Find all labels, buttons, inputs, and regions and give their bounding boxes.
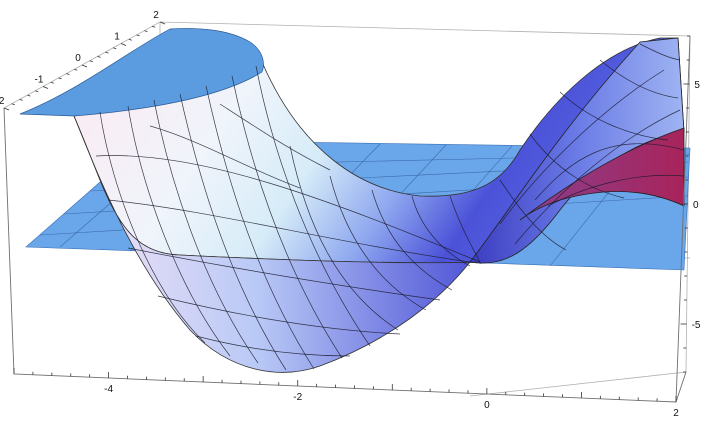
surface-fold (519, 127, 685, 221)
y-tick-mark (105, 51, 109, 54)
y-tick-mark (66, 73, 70, 75)
y-tick-mark (50, 81, 54, 84)
y-tick-label: 0 (75, 53, 81, 64)
y-tick-mark (159, 21, 166, 25)
y-tick-mark (74, 68, 78, 71)
y-tick-mark (58, 77, 62, 80)
y-tick-mark (81, 64, 88, 68)
z-axis-tick-labels: -5 0 5 (692, 80, 701, 331)
y-tick-label: 2 (153, 10, 159, 21)
y-tick-mark (3, 107, 10, 111)
y-tick-mark (136, 34, 140, 37)
y-tick-label: -1 (35, 75, 44, 86)
x-tick-label: 2 (673, 408, 679, 419)
y-tick-mark (11, 103, 15, 106)
z-tick-label: 0 (693, 200, 699, 211)
y-tick-mark (152, 25, 156, 28)
y-tick-mark (97, 56, 101, 58)
y-tick-mark (19, 99, 23, 101)
y-tick-mark (128, 38, 132, 41)
x-tick-label: 0 (484, 400, 490, 411)
y-tick-mark (144, 30, 148, 32)
z-tick-label: 5 (694, 80, 700, 91)
y-axis-tick-labels: -2 -1 0 1 2 (0, 10, 159, 107)
y-tick-mark (113, 47, 117, 50)
x-tick-label: -2 (293, 392, 302, 403)
x-axis-tick-labels: -4 -2 0 2 (104, 384, 679, 419)
z-tick-label: -5 (692, 320, 701, 331)
z-axis-ticks (680, 35, 690, 373)
y-tick-mark (120, 43, 127, 46)
y-tick-mark (89, 60, 93, 63)
surface-cap (19, 28, 264, 117)
y-tick-label: 1 (114, 32, 120, 43)
y-axis-ticks (3, 21, 166, 111)
x-tick-label: -4 (104, 384, 113, 395)
y-tick-mark (27, 94, 31, 97)
y-tick-label: -2 (0, 96, 5, 107)
x-axis-ticks (13, 368, 677, 402)
surface-mesh (95, 43, 685, 371)
bounding-box-front (3, 35, 691, 403)
y-tick-mark (42, 86, 49, 89)
y-tick-mark (35, 90, 39, 93)
